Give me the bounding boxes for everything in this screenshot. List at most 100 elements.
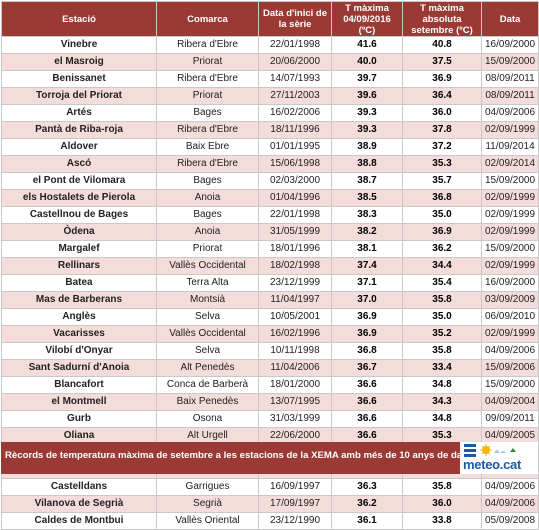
table-row: Castelldans Garrigues 16/09/1997 36.3 35.8 04…	[1, 478, 539, 496]
comarca-cell: Selva	[156, 308, 259, 326]
tmax-day-cell: 38.3	[331, 206, 403, 224]
station-cell: Vilanova de Segrià	[1, 495, 157, 513]
tmax-abs-cell: 33.4	[402, 359, 482, 377]
comarca-cell: Vallès Occidental	[156, 257, 259, 275]
tmax-abs-cell: 35.8	[402, 291, 482, 309]
station-cell: Blancafort	[1, 376, 157, 394]
station-cell: Sant Sadurní d'Anoia	[1, 359, 157, 377]
tmax-day-cell: 37.0	[331, 291, 403, 309]
comarca-cell: Ribera d'Ebre	[156, 70, 259, 88]
tmax-abs-cell: 34.8	[402, 410, 482, 428]
table-row: Pantà de Riba-roja Ribera d'Ebre 18/11/199…	[1, 121, 539, 139]
station-cell: Castelldans	[1, 478, 157, 496]
tmax-day-cell: 36.6	[331, 376, 403, 394]
record-date-cell: 06/09/2010	[481, 308, 539, 326]
logo-text: meteo.cat	[463, 457, 521, 472]
station-cell: Torroja del Priorat	[1, 87, 157, 105]
comarca-cell: Baix Ebre	[156, 138, 259, 156]
tmax-abs-cell: 36.0	[402, 495, 482, 513]
station-cell: el Pont de Vilomara	[1, 172, 157, 190]
station-cell: Mas de Barberans	[1, 291, 157, 309]
tmax-abs-cell: 35.3	[402, 155, 482, 173]
comarca-cell: Priorat	[156, 87, 259, 105]
tmax-day-cell: 39.6	[331, 87, 403, 105]
tmax-day-cell: 36.6	[331, 427, 403, 445]
table-row: el Masroig Priorat 20/06/2000 40.0 37.5 15/09…	[1, 53, 539, 71]
record-date-cell: 04/09/2005	[481, 427, 539, 445]
table-row: Castellnou de Bages Bages 22/01/1998 38.3 35…	[1, 206, 539, 224]
record-date-cell: 08/09/2011	[481, 70, 539, 88]
tmax-day-cell: 38.9	[331, 138, 403, 156]
comarca-cell: Priorat	[156, 240, 259, 258]
comarca-cell: Alt Penedès	[156, 359, 259, 377]
record-date-cell: 16/09/2000	[481, 274, 539, 292]
comarca-cell: Selva	[156, 342, 259, 360]
record-date-cell: 08/09/2011	[481, 87, 539, 105]
start-date-cell: 22/06/2000	[258, 427, 332, 445]
station-cell: Gurb	[1, 410, 157, 428]
tmax-day-cell: 38.8	[331, 155, 403, 173]
comarca-cell: Anoia	[156, 189, 259, 207]
comarca-cell: Osona	[156, 410, 259, 428]
table-row: Vilanova de Segrià Segrià 17/09/1997 36.2 36…	[1, 495, 539, 513]
tmax-abs-cell: 40.8	[402, 36, 482, 54]
tmax-day-cell: 36.6	[331, 410, 403, 428]
table-row: Ascó Ribera d'Ebre 15/06/1998 38.8 35.3 02/09…	[1, 155, 539, 173]
station-cell: Artés	[1, 104, 157, 122]
footer-bar: Rècords de temperatura màxima de setembr…	[1, 442, 538, 474]
comarca-cell: Bages	[156, 104, 259, 122]
start-date-cell: 20/06/2000	[258, 53, 332, 71]
station-cell: Margalef	[1, 240, 157, 258]
start-date-cell: 23/12/1990	[258, 512, 332, 530]
tmax-abs-cell: 34.8	[402, 376, 482, 394]
comarca-cell: Anoia	[156, 223, 259, 241]
start-date-cell: 14/07/1993	[258, 70, 332, 88]
comarca-cell: Ribera d'Ebre	[156, 121, 259, 139]
tmax-abs-cell: 36.9	[402, 223, 482, 241]
tmax-day-cell: 36.2	[331, 495, 403, 513]
table-row: els Hostalets de Pierola Anoia 01/04/1996 3…	[1, 189, 539, 207]
station-cell: Aldover	[1, 138, 157, 156]
station-cell: Pantà de Riba-roja	[1, 121, 157, 139]
start-date-cell: 16/02/2006	[258, 104, 332, 122]
record-date-cell: 02/09/1999	[481, 223, 539, 241]
table-row: Sant Sadurní d'Anoia Alt Penedès 11/04/200…	[1, 359, 539, 377]
tmax-abs-cell: 37.5	[402, 53, 482, 71]
table-row: Vilobí d'Onyar Selva 10/11/1998 36.8 35.8 04/…	[1, 342, 539, 360]
meteocat-logo: meteo.cat	[460, 442, 538, 474]
record-date-cell: 02/09/2014	[481, 155, 539, 173]
header-station: Estació	[1, 1, 157, 37]
table-row: Vacarisses Vallès Occidental 16/02/1996 36.…	[1, 325, 539, 343]
tmax-abs-cell: 36.0	[402, 104, 482, 122]
header-record-date: Data	[481, 1, 539, 37]
tmax-abs-cell: 35.0	[402, 308, 482, 326]
tmax-day-cell: 39.3	[331, 104, 403, 122]
tmax-abs-cell: 35.2	[402, 325, 482, 343]
tmax-abs-cell: 37.2	[402, 138, 482, 156]
tmax-day-cell: 41.6	[331, 36, 403, 54]
record-date-cell: 05/09/2008	[481, 512, 539, 530]
start-date-cell: 18/01/2000	[258, 376, 332, 394]
tmax-day-cell: 36.7	[331, 359, 403, 377]
comarca-cell: Ribera d'Ebre	[156, 155, 259, 173]
tmax-abs-cell: 34.3	[402, 393, 482, 411]
start-date-cell: 18/02/1998	[258, 257, 332, 275]
comarca-cell: Terra Alta	[156, 274, 259, 292]
record-date-cell: 02/09/1999	[481, 257, 539, 275]
record-date-cell: 15/09/2000	[481, 240, 539, 258]
meteocat-logo-icon	[464, 444, 516, 457]
tmax-abs-cell: 33.8	[402, 512, 482, 530]
record-date-cell: 04/09/2004	[481, 393, 539, 411]
comarca-cell: Ribera d'Ebre	[156, 36, 259, 54]
tmax-day-cell: 36.3	[331, 478, 403, 496]
tmax-day-cell: 36.8	[331, 342, 403, 360]
start-date-cell: 18/11/1996	[258, 121, 332, 139]
table-row: el Pont de Vilomara Bages 02/03/2000 38.7 35…	[1, 172, 539, 190]
record-date-cell: 03/09/2009	[481, 291, 539, 309]
start-date-cell: 31/03/1999	[258, 410, 332, 428]
station-cell: Òdena	[1, 223, 157, 241]
start-date-cell: 22/01/1998	[258, 36, 332, 54]
comarca-cell: Vallès Occidental	[156, 325, 259, 343]
tmax-day-cell: 37.4	[331, 257, 403, 275]
tmax-day-cell: 39.7	[331, 70, 403, 88]
